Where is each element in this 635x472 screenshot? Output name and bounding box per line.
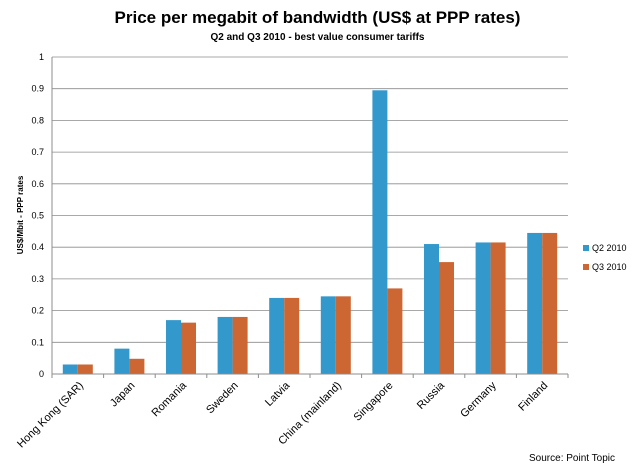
y-tick-label: 0.7 xyxy=(31,147,44,157)
y-axis-label: US$/Mbit - PPP rates xyxy=(16,175,25,254)
bar-singapore-q2 xyxy=(372,90,388,374)
y-tick-label: 0.9 xyxy=(31,84,44,94)
bar-japan-q3 xyxy=(129,358,145,374)
y-tick-label: 0.4 xyxy=(31,242,44,252)
bar-china-mainland-q3 xyxy=(335,296,351,374)
legend-label-q2: Q2 2010 xyxy=(592,243,627,253)
x-tick-label: Hong Kong (SAR) xyxy=(15,380,86,451)
source-note: Source: Point Topic xyxy=(529,453,615,464)
y-tick-label: 0.8 xyxy=(31,115,44,125)
bar-singapore-q3 xyxy=(387,288,403,374)
bar-latvia-q2 xyxy=(269,297,285,374)
bar-china-mainland-q2 xyxy=(320,296,336,374)
bar-russia-q3 xyxy=(439,262,454,374)
y-axis-ticks: 0 0.1 0.2 0.3 0.4 0.5 0.6 0.7 0.8 0.9 1 xyxy=(31,52,44,379)
bars xyxy=(62,90,558,374)
legend: Q2 2010 Q3 2010 xyxy=(583,243,627,272)
y-tick-label: 0.1 xyxy=(31,337,44,347)
x-tick-label: Latvia xyxy=(263,379,293,409)
bar-sweden-q2 xyxy=(217,316,233,374)
legend-swatch-q3 xyxy=(583,264,589,270)
chart-subtitle: Q2 and Q3 2010 - best value consumer tar… xyxy=(210,32,425,43)
y-tick-label: 0.5 xyxy=(31,211,44,221)
y-tick-label: 1 xyxy=(39,52,44,62)
grid-lines xyxy=(52,56,568,343)
x-axis-labels: Hong Kong (SAR) Japan Romania Sweden LatviaC… xyxy=(15,379,550,450)
axes xyxy=(51,57,569,378)
bar-finland-q2 xyxy=(527,232,543,374)
y-tick-label: 0 xyxy=(39,369,44,379)
bar-hong-kong-sar-q2 xyxy=(62,364,78,374)
x-tick-label: Romania xyxy=(150,379,190,419)
y-tick-label: 0.3 xyxy=(31,274,44,284)
legend-swatch-q2 xyxy=(583,245,589,251)
x-tick-label: Sweden xyxy=(204,380,241,417)
bar-russia-q2 xyxy=(424,244,439,374)
bar-romania-q3 xyxy=(181,322,196,374)
x-tick-label: Russia xyxy=(415,379,448,412)
bar-hong-kong-sar-q3 xyxy=(77,364,93,374)
bar-sweden-q3 xyxy=(232,316,248,374)
chart-title: Price per megabit of bandwidth (US$ at P… xyxy=(114,8,521,27)
bar-latvia-q3 xyxy=(284,297,300,374)
y-tick-label: 0.6 xyxy=(31,179,44,189)
bar-romania-q2 xyxy=(166,320,181,374)
bar-germany-q3 xyxy=(490,242,506,374)
x-tick-label: Japan xyxy=(108,380,138,410)
bar-japan-q2 xyxy=(114,348,130,374)
x-tick-label: Finland xyxy=(516,380,550,414)
legend-label-q3: Q3 2010 xyxy=(592,262,627,272)
x-tick-label: Singapore xyxy=(352,380,396,424)
bar-germany-q2 xyxy=(475,242,491,374)
bar-finland-q3 xyxy=(542,232,558,374)
y-tick-label: 0.2 xyxy=(31,306,44,316)
x-tick-label: Germany xyxy=(458,379,499,420)
